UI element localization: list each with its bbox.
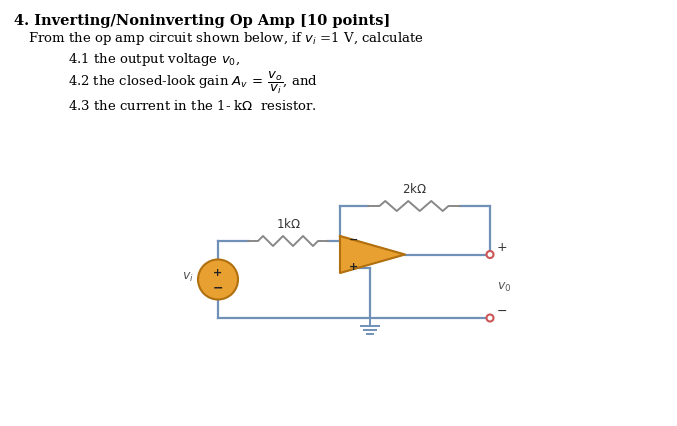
Text: +: + [497,240,508,253]
Polygon shape [340,236,405,273]
Text: 4.3 the current in the 1- k$\Omega$  resistor.: 4.3 the current in the 1- k$\Omega$ resi… [68,99,317,113]
Text: $v_i$: $v_i$ [182,271,194,283]
Text: −: − [213,280,223,294]
Text: −: − [497,304,508,317]
Text: 4.2 the closed-look gain $\mathit{A}_v\, =\, \dfrac{v_o}{v_i}$, and: 4.2 the closed-look gain $\mathit{A}_v\,… [68,70,318,96]
Text: 1k$\Omega$: 1k$\Omega$ [276,216,301,230]
Circle shape [198,260,238,300]
Text: From the op amp circuit shown below, if $v_i$ =1 V, calculate: From the op amp circuit shown below, if … [28,30,424,47]
Text: $v_0$: $v_0$ [497,280,511,293]
Circle shape [487,315,494,322]
Text: −: − [349,234,358,245]
Text: 4.1 the output voltage $v_0$,: 4.1 the output voltage $v_0$, [68,51,240,68]
Text: +: + [213,268,223,278]
Text: 4. Inverting/Noninverting Op Amp [10 points]: 4. Inverting/Noninverting Op Amp [10 poi… [14,14,391,28]
Circle shape [487,251,494,259]
Text: 2k$\Omega$: 2k$\Omega$ [401,181,427,196]
Text: +: + [349,262,358,271]
